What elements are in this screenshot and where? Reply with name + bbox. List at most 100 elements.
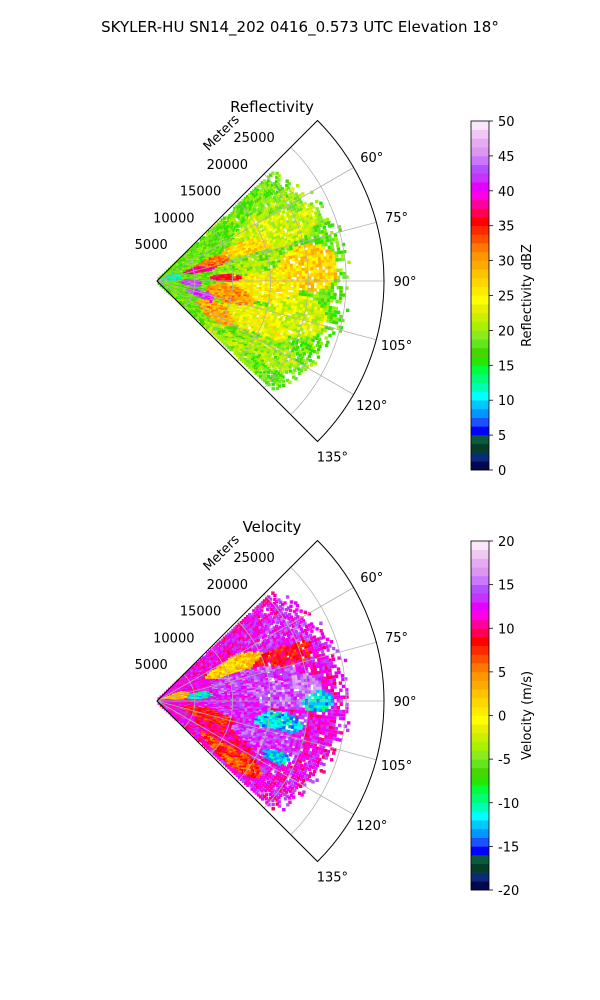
colorbar-segment	[471, 628, 489, 638]
range-tick-label: 10000	[153, 631, 194, 646]
sector-frame	[156, 119, 385, 443]
colorbar-segment	[471, 173, 489, 183]
panel-title: Velocity	[243, 518, 302, 536]
azimuth-spoke	[156, 221, 377, 282]
colorbar-segment	[471, 400, 489, 410]
colorbar-tick-label: 20	[498, 324, 515, 339]
azimuth-tick-label: 60°	[360, 151, 383, 166]
colorbar-segment	[471, 312, 489, 322]
colorbar: 0 5 10 15 20 25 30 35 40 45 50 Reflectivity dBZ	[470, 115, 535, 479]
panel-title: Reflectivity	[230, 98, 314, 116]
azimuth-spoke	[156, 280, 354, 395]
colorbar-segment	[471, 251, 489, 261]
azimuth-tick-label: 105°	[381, 339, 412, 354]
range-tick-label: 15000	[180, 185, 221, 200]
colorbar-tick-label: 10	[498, 394, 515, 409]
colorbar-segment	[471, 785, 489, 795]
range-tick-label: 25000	[233, 131, 274, 146]
colorbar-segment	[471, 426, 489, 436]
range-tick-label: 20000	[207, 578, 248, 593]
colorbar-segment	[471, 881, 489, 891]
colorbar-segment	[471, 321, 489, 331]
colorbar-tick-label: 5	[498, 666, 506, 681]
colorbar-segment	[471, 767, 489, 777]
colorbar-tick-label: 30	[498, 255, 515, 270]
azimuth-tick-label: 120°	[356, 819, 387, 834]
colorbar-tick-label: 45	[498, 150, 515, 165]
colorbar-segment	[471, 855, 489, 865]
colorbar-segment	[471, 417, 489, 427]
colorbar-segment	[471, 443, 489, 453]
colorbar-tick-label: 20	[498, 535, 515, 550]
colorbar-segment	[471, 584, 489, 594]
range-tick-label: 5000	[135, 238, 168, 253]
velocity-panel: Velocity500010000150002000025000Meters60…	[135, 518, 535, 899]
colorbar-segment	[471, 689, 489, 699]
colorbar-segment	[471, 365, 489, 375]
colorbar-segment	[471, 243, 489, 253]
colorbar-segment	[471, 374, 489, 384]
colorbar-tick-label: 15	[498, 359, 515, 374]
colorbar-segment	[471, 278, 489, 288]
colorbar-segment	[471, 121, 489, 131]
figure-title: SKYLER-HU SN14_202 0416_0.573 UTC Elevat…	[101, 18, 499, 37]
azimuth-tick-label: 75°	[385, 631, 408, 646]
colorbar-segment	[471, 190, 489, 200]
azimuth-spoke	[156, 587, 354, 702]
colorbar-tick-label: 15	[498, 579, 515, 594]
colorbar-segment	[471, 602, 489, 612]
colorbar-segment	[471, 286, 489, 296]
azimuth-spoke	[156, 700, 354, 815]
colorbar-segment	[471, 645, 489, 655]
colorbar-segment	[471, 147, 489, 157]
colorbar-segment	[471, 347, 489, 357]
colorbar-label: Velocity (m/s)	[520, 671, 535, 760]
colorbar-segment	[471, 715, 489, 725]
azimuth-spoke	[156, 641, 377, 702]
colorbar-segment	[471, 636, 489, 647]
range-tick-label: 10000	[153, 211, 194, 226]
colorbar-segment	[471, 164, 489, 174]
colorbar-segment	[471, 216, 489, 227]
colorbar-label: Reflectivity dBZ	[520, 244, 535, 347]
colorbar-segment	[471, 680, 489, 690]
azimuth-spoke	[156, 280, 377, 341]
colorbar-segment	[471, 776, 489, 786]
colorbar-segment	[471, 408, 489, 418]
colorbar-tick-label: 50	[498, 115, 515, 130]
colorbar-tick-label: 0	[498, 464, 506, 479]
azimuth-spoke	[156, 700, 377, 761]
colorbar-segment	[471, 794, 489, 804]
colorbar-segment	[471, 846, 489, 856]
colorbar-segment	[471, 654, 489, 664]
colorbar-segment	[471, 435, 489, 445]
colorbar-segment	[471, 391, 489, 401]
azimuth-tick-label: 90°	[393, 275, 416, 290]
azimuth-tick-label: 120°	[356, 399, 387, 414]
colorbar-segment	[471, 593, 489, 603]
azimuth-tick-label: 135°	[317, 450, 348, 465]
colorbar-tick-label: 10	[498, 622, 515, 637]
colorbar-segment	[471, 619, 489, 629]
colorbar-segment	[471, 541, 489, 551]
colorbar-segment	[471, 750, 489, 760]
colorbar-segment	[471, 549, 489, 559]
colorbar-segment	[471, 155, 489, 165]
colorbar-segment	[471, 663, 489, 673]
reflectivity-panel: Reflectivity500010000150002000025000Mete…	[135, 98, 535, 479]
colorbar-segment	[471, 304, 489, 314]
colorbar-segment	[471, 260, 489, 270]
azimuth-tick-label: 135°	[317, 870, 348, 885]
colorbar-tick-label: 40	[498, 185, 515, 200]
range-tick-label: 15000	[180, 605, 221, 620]
colorbar-segment	[471, 558, 489, 568]
colorbar-segment	[471, 452, 489, 462]
colorbar-segment	[471, 199, 489, 209]
colorbar-segment	[471, 811, 489, 821]
colorbar-segment	[471, 837, 489, 847]
colorbar-segment	[471, 575, 489, 585]
colorbar-segment	[471, 295, 489, 305]
colorbar-segment	[471, 802, 489, 812]
azimuth-tick-label: 105°	[381, 759, 412, 774]
range-tick-label: 5000	[135, 658, 168, 673]
